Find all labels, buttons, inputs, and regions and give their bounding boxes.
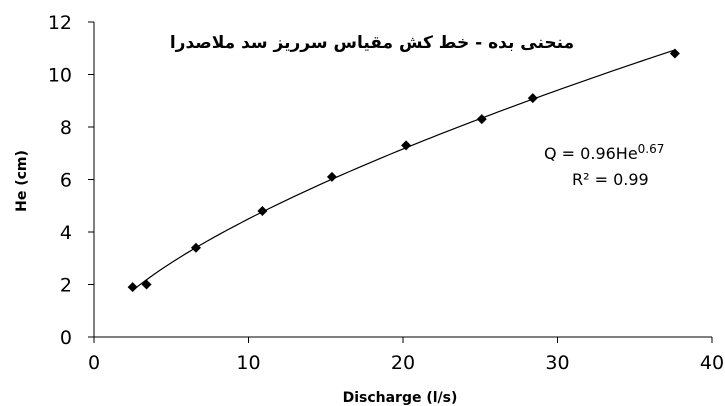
y-tick-label: 10: [48, 65, 72, 87]
chart-title: منحنی بده - خط کش مقیاس سرریز سد ملاصدرا: [170, 33, 574, 53]
y-tick-label: 4: [60, 222, 72, 244]
x-tick-label: 20: [391, 352, 415, 374]
y-tick-label: 2: [60, 275, 72, 297]
equation-annotation: Q = 0.96He0.67: [544, 142, 664, 163]
axes: 0 2 4 6 8 10 12 0 10 20 30 40: [48, 12, 724, 374]
trendline: [132, 49, 676, 291]
x-tick-label: 0: [88, 352, 100, 374]
equation-exponent: 0.67: [638, 142, 665, 156]
y-tick-label: 12: [48, 12, 72, 34]
x-axis-title: Discharge (l/s): [343, 390, 458, 406]
y-tick-label: 6: [60, 170, 72, 192]
x-tick-label: 40: [700, 352, 724, 374]
x-tick-label: 10: [236, 352, 260, 374]
data-point: [527, 93, 538, 104]
y-tick-label: 8: [60, 117, 72, 139]
data-points: [127, 48, 680, 293]
x-ticks: 0 10 20 30 40: [88, 337, 724, 374]
y-ticks: 0 2 4 6 8 10 12: [48, 12, 94, 349]
data-point: [141, 279, 152, 290]
data-point: [669, 48, 680, 59]
r-squared-annotation: R² = 0.99: [572, 170, 649, 189]
data-point: [190, 242, 201, 253]
data-point: [127, 282, 138, 293]
equation-main: Q = 0.96He: [544, 144, 638, 163]
y-tick-label: 0: [60, 327, 72, 349]
data-point: [401, 140, 412, 151]
data-point: [476, 114, 487, 125]
x-tick-label: 30: [545, 352, 569, 374]
y-axis-title: He (cm): [14, 150, 30, 212]
data-point: [257, 206, 268, 216]
data-point: [326, 171, 337, 182]
